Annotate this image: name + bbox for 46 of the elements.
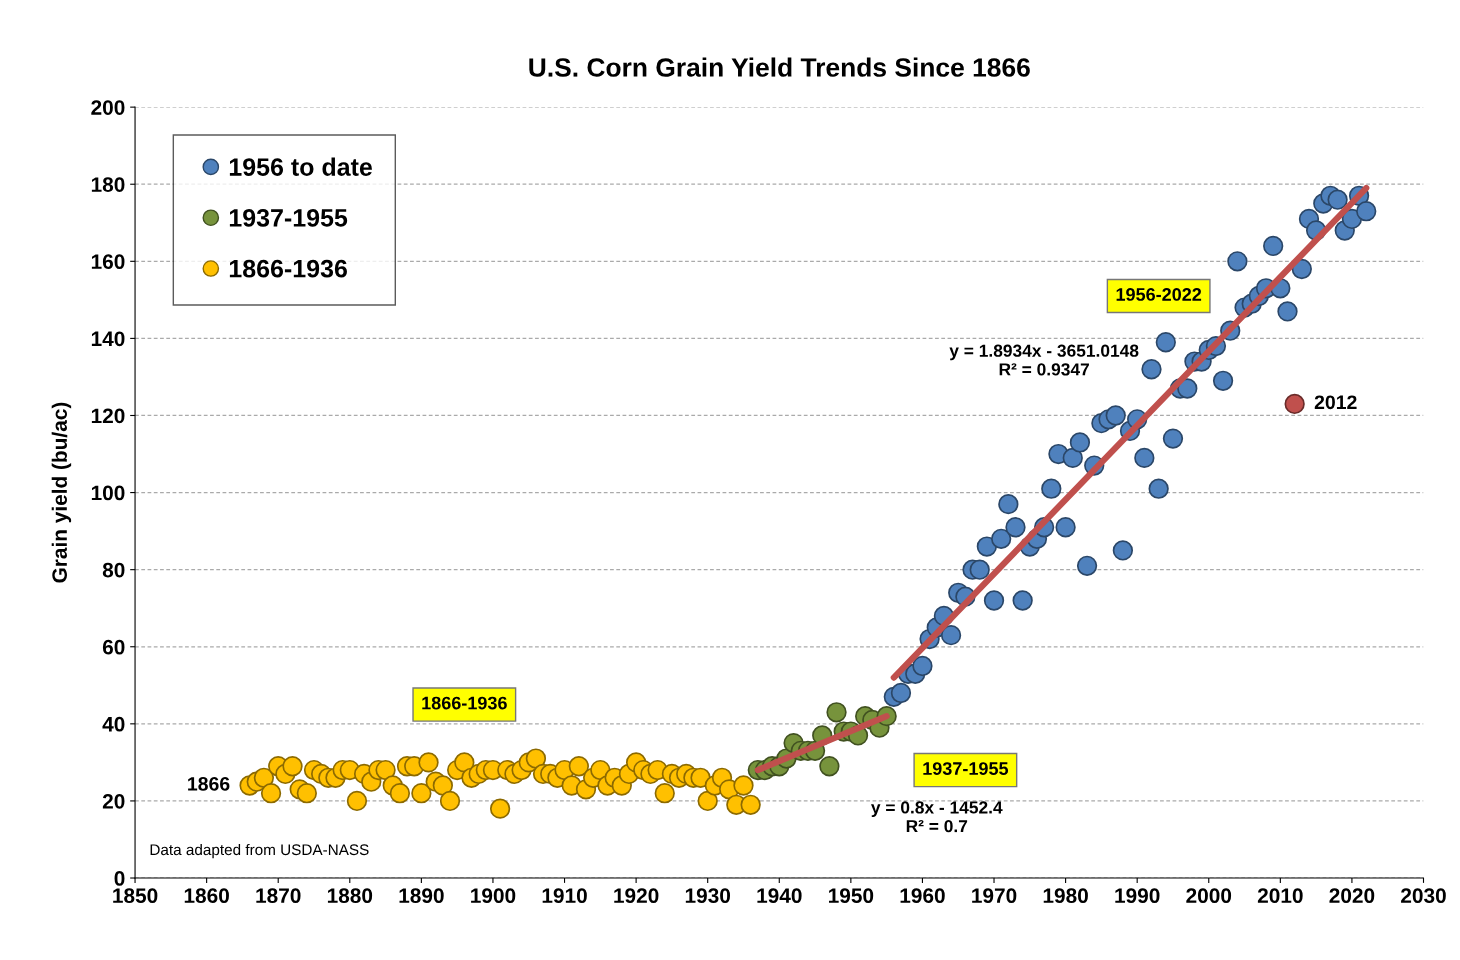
annotation: 1866: [188, 776, 230, 791]
annotation: 1956-2022: [1116, 288, 1202, 301]
x-tick-label: 1990: [1115, 888, 1160, 904]
x-tick-label: 1920: [614, 888, 659, 904]
x-tick-label: 1870: [256, 888, 301, 904]
x-tick-label: 1950: [829, 888, 874, 904]
y-tick-label: 160: [91, 254, 125, 270]
x-tick-label: 1860: [184, 888, 229, 904]
y-tick-label: 80: [102, 562, 125, 578]
y-axis-title: Grain yield (bu/ac): [51, 402, 72, 583]
legend-label: 1956 to date: [229, 157, 372, 176]
annotation: 2012: [1314, 395, 1357, 410]
annotation: y = 0.8x - 1452.4 R² = 0.7: [871, 801, 1003, 833]
x-tick-label: 2000: [1186, 888, 1232, 904]
y-tick-label: 100: [91, 485, 125, 501]
x-tick-label: 1960: [900, 888, 945, 904]
x-tick-label: 1930: [685, 888, 731, 904]
x-tick-label: 2020: [1329, 888, 1375, 904]
legend-label: 1937-1955: [229, 209, 348, 227]
x-tick-label: 1910: [542, 888, 587, 904]
y-tick-label: 200: [91, 100, 125, 115]
x-tick-label: 2010: [1257, 888, 1303, 904]
y-tick-label: 140: [91, 331, 125, 347]
point: [1284, 393, 1305, 415]
point: [819, 756, 840, 777]
annotation: 1866-1936: [422, 696, 507, 710]
point: [826, 702, 847, 723]
x-tick-label: 1970: [972, 888, 1017, 904]
x-tick-label: 1980: [1043, 888, 1088, 904]
y-tick-label: 60: [102, 639, 125, 655]
y-tick-label: 40: [102, 716, 125, 732]
y-tick-label: 0: [114, 871, 125, 886]
x-tick-label: 1900: [471, 888, 516, 904]
x-tick-label: 1890: [399, 888, 444, 904]
annotation: Data adapted from USDA-NASS: [150, 843, 369, 859]
annotation: 1937-1955: [923, 762, 1009, 775]
y-tick-label: 20: [102, 793, 125, 809]
legend-label: 1866-1936: [229, 259, 347, 278]
chart-title: U.S. Corn Grain Yield Trends Since 1866: [529, 57, 1030, 77]
x-tick-label: 1850: [113, 888, 158, 904]
y-tick-label: 180: [91, 177, 125, 192]
y-tick-label: 120: [91, 408, 125, 424]
annotation: y = 1.8934x - 3651.0148 R² = 0.9347: [949, 344, 1139, 376]
x-tick-label: 1880: [327, 888, 373, 904]
x-tick-label: 1940: [757, 888, 802, 904]
x-tick-label: 2030: [1401, 888, 1446, 904]
